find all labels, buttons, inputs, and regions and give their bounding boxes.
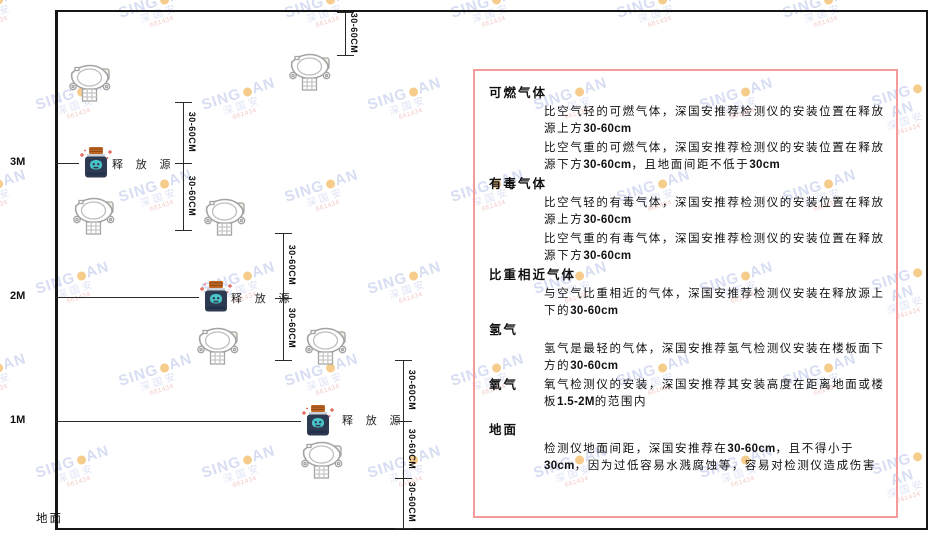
panel-section-heading: 比重相近气体 xyxy=(489,268,577,282)
gas-detector-icon xyxy=(289,53,331,91)
dimension-label: 30-60CM xyxy=(287,244,297,285)
panel-paragraph: 检测仪地面间距，深国安推荐在30-60cm，且不得小于30cm，因为过低容易水溅… xyxy=(544,443,876,472)
panel-paragraph: 比空气轻的可燃气体，深国安推荐检测仪的安装位置在释放源上方30-60cm xyxy=(544,106,885,135)
ground-label: 地面 xyxy=(36,513,63,525)
dimension-label: 30-60CM xyxy=(287,307,297,349)
panel-section-heading: 氧气 xyxy=(489,378,519,392)
dimension-tick xyxy=(175,230,192,231)
release-source-icon xyxy=(200,281,232,312)
dimension-label: 30-60CM xyxy=(349,12,359,53)
panel-section: 地面检测仪地面间距，深国安推荐在30-60cm，且不得小于30cm，因为过低容易… xyxy=(489,422,884,474)
panel-section: 氢气氢气是最轻的气体，深国安推荐氢气检测仪安装在楼板面下方的30-60cm xyxy=(489,322,884,374)
dimension-tick xyxy=(337,55,354,56)
height-line-3m xyxy=(56,163,79,164)
gas-detector-icon xyxy=(301,441,343,479)
release-source-label: 释 放 源 xyxy=(112,159,176,171)
height-label-2m: 2M xyxy=(10,290,26,302)
gas-detector-icon xyxy=(73,197,115,235)
height-label-3m: 3M xyxy=(10,156,26,168)
dimension-tick xyxy=(395,478,412,479)
dimension-line xyxy=(345,12,346,55)
dimension-tick xyxy=(275,233,292,234)
dimension-label: 30-60CM xyxy=(407,369,417,410)
dimension-label: 30-60CM xyxy=(407,428,417,469)
panel-paragraph: 比空气重的有毒气体，深国安推荐检测仪的安装位置在释放源下方30-60cm xyxy=(544,233,885,262)
gas-detector-icon xyxy=(204,198,246,236)
panel-section: 比重相近气体与空气比重相近的气体，深国安推荐检测仪安装在释放源上下的30-60c… xyxy=(489,267,884,319)
dimension-tick xyxy=(395,528,412,529)
panel-section: 可燃气体比空气轻的可燃气体，深国安推荐检测仪的安装位置在释放源上方30-60cm… xyxy=(489,85,884,173)
dimension-tick xyxy=(275,360,292,361)
panel-section: 有毒气体比空气轻的有毒气体，深国安推荐检测仪的安装位置在释放源上方30-60cm… xyxy=(489,176,884,264)
dimension-line xyxy=(183,102,184,230)
panel-section-heading: 地面 xyxy=(489,423,519,437)
dimension-label: 30-60CM xyxy=(407,481,417,523)
release-source-icon xyxy=(302,405,334,436)
release-source-label: 释 放 源 xyxy=(342,415,406,427)
dimension-label: 30-60CM xyxy=(187,111,197,152)
gas-detector-icon xyxy=(69,64,111,102)
dimension-line xyxy=(283,233,284,360)
release-source-label: 释 放 源 xyxy=(231,293,295,305)
release-source-icon xyxy=(80,147,112,178)
dimension-tick xyxy=(395,360,412,361)
panel-paragraph: 比空气轻的有毒气体，深国安推荐检测仪的安装位置在释放源上方30-60cm xyxy=(544,197,885,226)
panel-paragraph: 比空气重的可燃气体，深国安推荐检测仪的安装位置在释放源下方30-60cm，且地面… xyxy=(544,142,885,171)
height-line-2m xyxy=(56,297,199,298)
dimension-tick xyxy=(337,12,354,13)
dimension-line xyxy=(403,360,404,528)
panel-section-heading: 有毒气体 xyxy=(489,177,548,191)
dimension-tick xyxy=(175,102,192,103)
dimension-label: 30-60CM xyxy=(187,175,197,216)
dimension-tick xyxy=(175,163,192,164)
gas-detector-icon xyxy=(305,327,347,365)
panel-paragraph: 氧气检测仪的安装，深国安推荐其安装高度在距离地面或楼板1.5-2M的范围内 xyxy=(544,379,885,408)
room-outline xyxy=(55,10,928,530)
panel-section-heading: 可燃气体 xyxy=(489,86,548,100)
panel-paragraph: 氢气是最轻的气体，深国安推荐氢气检测仪安装在楼板面下方的30-60cm xyxy=(544,343,885,372)
height-line-1m xyxy=(56,421,301,422)
dimension-tick xyxy=(395,421,412,422)
panel-section: 氧气 氧气检测仪的安装，深国安推荐其安装高度在距离地面或楼板1.5-2M的范围内 xyxy=(489,377,884,410)
gas-detector-icon xyxy=(197,327,239,365)
panel-section-heading: 氢气 xyxy=(489,323,519,337)
panel-paragraph: 与空气比重相近的气体，深国安推荐检测仪安装在释放源上下的30-60cm xyxy=(544,288,885,317)
info-panel: 可燃气体比空气轻的可燃气体，深国安推荐检测仪的安装位置在释放源上方30-60cm… xyxy=(473,69,898,518)
height-label-1m: 1M xyxy=(10,414,26,426)
dimension-tick xyxy=(275,298,292,299)
